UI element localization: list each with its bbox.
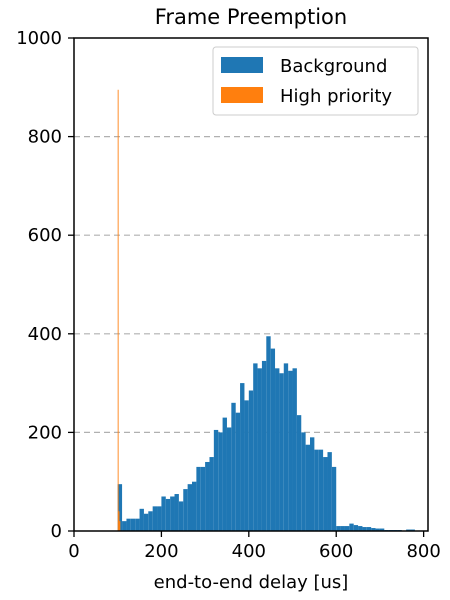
histogram-bar xyxy=(183,489,188,531)
legend-label: High priority xyxy=(280,86,392,107)
histogram-bar xyxy=(296,415,302,531)
histogram-bar xyxy=(292,368,297,531)
histogram-bar xyxy=(117,89,119,531)
histogram-bar xyxy=(305,444,310,531)
chart-title: Frame Preemption xyxy=(155,5,347,29)
histogram-bar xyxy=(231,402,236,531)
histogram-bar xyxy=(240,383,245,531)
histogram-bar xyxy=(288,370,293,531)
y-tick-label: 400 xyxy=(28,324,62,345)
y-tick-label: 800 xyxy=(28,127,62,148)
x-tick-label: 600 xyxy=(319,541,353,562)
histogram-bar xyxy=(135,518,140,531)
histogram-bar xyxy=(152,506,158,531)
x-tick-label: 400 xyxy=(232,541,266,562)
histogram-bar xyxy=(314,449,319,531)
background-bars xyxy=(117,336,424,531)
y-tick-label: 600 xyxy=(28,225,62,246)
histogram-bar xyxy=(143,513,149,531)
histogram-bar xyxy=(226,427,232,531)
histogram-bar xyxy=(130,518,136,531)
histogram-bar xyxy=(344,526,350,531)
y-tick-label: 1000 xyxy=(16,28,62,49)
histogram-bar xyxy=(222,417,227,531)
histogram-bar xyxy=(122,521,127,531)
histogram-bar xyxy=(379,528,385,531)
histogram-bar xyxy=(192,481,197,531)
histogram-bar xyxy=(209,457,214,531)
histogram-bar xyxy=(331,466,337,531)
histogram-bar xyxy=(170,496,175,531)
x-axis-label: end-to-end delay [us] xyxy=(154,572,349,593)
axis-ticks: 0 200 400 600 800 0 200 400 600 800 1000 xyxy=(16,28,441,562)
histogram-bar xyxy=(283,363,289,531)
histogram-bar xyxy=(336,526,341,531)
histogram-bar xyxy=(218,432,223,531)
histogram-bar xyxy=(270,348,276,531)
x-tick-label: 0 xyxy=(68,541,79,562)
histogram-bar xyxy=(275,368,280,531)
histogram-bar xyxy=(174,494,179,531)
grid-lines xyxy=(74,136,428,433)
histogram-bar xyxy=(126,518,131,531)
histogram-bar xyxy=(157,506,162,531)
histogram-bar xyxy=(349,523,354,531)
histogram-bar xyxy=(301,432,306,531)
histogram-bar xyxy=(165,498,171,531)
histogram-bar xyxy=(340,526,345,531)
histogram-bar xyxy=(362,527,367,531)
histogram-bar xyxy=(266,336,271,531)
histogram-bar xyxy=(161,496,166,531)
histogram-bar xyxy=(375,528,380,531)
histogram-bar xyxy=(117,484,123,531)
histogram-bar xyxy=(353,525,359,531)
high-priority-bars xyxy=(117,89,121,531)
histogram-bar xyxy=(310,437,315,531)
histogram-bar xyxy=(200,466,206,531)
legend-swatch xyxy=(221,57,263,73)
legend: Background High priority xyxy=(212,46,419,116)
histogram-bar xyxy=(248,390,254,531)
legend-box xyxy=(212,46,419,116)
histogram-bar xyxy=(318,449,324,531)
plot-frame xyxy=(73,37,429,532)
histogram-bar xyxy=(327,452,332,531)
legend-label: Background xyxy=(280,56,387,77)
y-tick-label: 0 xyxy=(51,521,62,542)
histogram-bar xyxy=(205,461,210,531)
histogram-bar xyxy=(244,400,249,531)
histogram-bar xyxy=(253,363,258,531)
x-tick-label: 800 xyxy=(406,541,440,562)
y-tick-label: 200 xyxy=(28,422,62,443)
histogram-bar xyxy=(118,511,120,531)
histogram-bar xyxy=(178,501,184,531)
legend-swatch xyxy=(221,87,263,103)
histogram-bar xyxy=(235,412,241,531)
histogram-bar xyxy=(366,527,372,531)
histogram-bar xyxy=(187,484,192,531)
histogram-bar xyxy=(371,528,376,531)
x-tick-label: 200 xyxy=(144,541,178,562)
histogram-bar xyxy=(139,508,144,531)
histogram-bar xyxy=(148,511,153,531)
histogram-bar xyxy=(358,526,363,531)
histogram-bar xyxy=(196,466,201,531)
histogram-bar xyxy=(257,368,262,531)
histogram-bar xyxy=(119,521,121,531)
histogram-bar xyxy=(323,457,328,531)
histogram-bar xyxy=(213,429,219,531)
histogram-bar xyxy=(279,373,284,531)
histogram-bar xyxy=(261,360,267,531)
